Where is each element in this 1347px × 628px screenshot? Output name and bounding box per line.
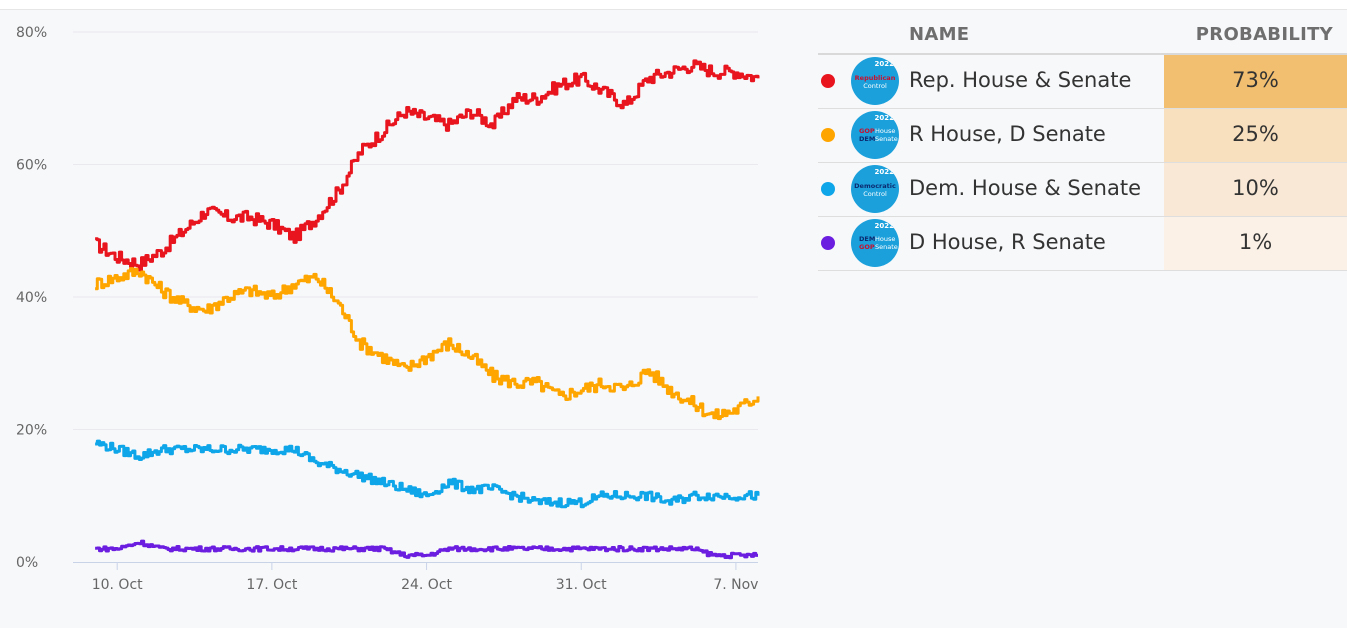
x-tick-label: 24. Oct [401,577,452,593]
table-row[interactable]: 2022 DEM GOP House Senate D House, R Senat… [818,217,1347,271]
row-name: R House, D Senate [909,122,1106,146]
logo-a2: DEM [859,135,876,143]
logo-year: 2022 [874,168,894,176]
logo-b2: Senate [875,135,898,143]
x-tick-label: 17. Oct [246,577,297,593]
probability-column-header[interactable]: PROBABILITY [1195,24,1333,45]
series-color-dot [821,182,835,196]
gop-house-dem-senate-logo-icon: 2022 GOP DEM House Senate [851,111,899,159]
dem-house-gop-senate-logo-icon: 2022 DEM GOP House Senate [851,219,899,267]
y-tick-label: 40% [16,290,47,306]
logo-chamber-labels: House Senate [875,127,898,143]
probability-value: 73% [1232,68,1279,92]
logo-a2: GOP [859,243,875,251]
table-row[interactable]: 2022 Republican Control Rep. House & Sen… [818,55,1347,109]
logo-b1: House [875,127,896,135]
logo-chamber-labels: House Senate [875,235,898,251]
probability-cell: 73% [1164,55,1347,108]
logo-line1: Democratic [854,182,896,190]
series-color-dot [821,236,835,250]
logo-a1: GOP [859,127,875,135]
probability-table: NAME PROBABILITY 2022 Republican Control… [818,16,1347,271]
series-color-dot [821,74,835,88]
chart-panel: 0% 20% 40% 60% 80% 10. Oct 17. Oct 24. Oct 31. … [0,10,800,628]
table-header: NAME PROBABILITY [818,16,1347,55]
logo-a1: DEM [859,235,876,243]
probability-value: 25% [1232,122,1279,146]
x-tick-label: 31. Oct [556,577,607,593]
row-name: Rep. House & Senate [909,68,1132,92]
probability-value: 10% [1232,176,1279,200]
logo-line2: Control [863,190,887,198]
probability-cell: 10% [1164,163,1347,216]
series-line-3[interactable] [95,539,758,560]
probability-value: 1% [1238,230,1273,254]
logo-b1: House [875,235,896,243]
probability-line-chart[interactable]: 0% 20% 40% 60% 80% 10. Oct 17. Oct 24. Oct 31. … [0,10,800,628]
table-row[interactable]: 2022 GOP DEM House Senate R House, D Senat… [818,109,1347,163]
series-color-dot [821,128,835,142]
logo-year: 2022 [874,114,894,122]
y-tick-label: 0% [16,555,38,571]
probability-cell: 25% [1164,109,1347,162]
logo-b2: Senate [875,243,898,251]
series-line-2[interactable] [95,439,760,509]
y-tick-label: 80% [16,25,47,41]
series-line-1[interactable] [95,267,760,421]
x-tick-label: 7. Nov [713,577,758,593]
logo-year: 2022 [874,222,894,230]
probability-cell: 1% [1164,217,1347,270]
top-bar [0,0,1347,10]
logo-line2: Control [863,82,887,90]
logo-party-labels: GOP DEM [859,127,875,143]
logo-line1: Republican [854,74,896,82]
y-tick-label: 20% [16,423,47,439]
republican-control-logo-icon: 2022 Republican Control [851,57,899,105]
democratic-control-logo-icon: 2022 Democratic Control [851,165,899,213]
series-line-0[interactable] [95,59,760,272]
row-name: D House, R Senate [909,230,1106,254]
logo-year: 2022 [874,60,894,68]
logo-party-labels: DEM GOP [859,235,875,251]
table-row[interactable]: 2022 Democratic Control Dem. House & Sen… [818,163,1347,217]
row-name: Dem. House & Senate [909,176,1142,200]
y-tick-label: 60% [16,158,47,174]
name-column-header[interactable]: NAME [909,24,970,45]
x-tick-label: 10. Oct [92,577,143,593]
